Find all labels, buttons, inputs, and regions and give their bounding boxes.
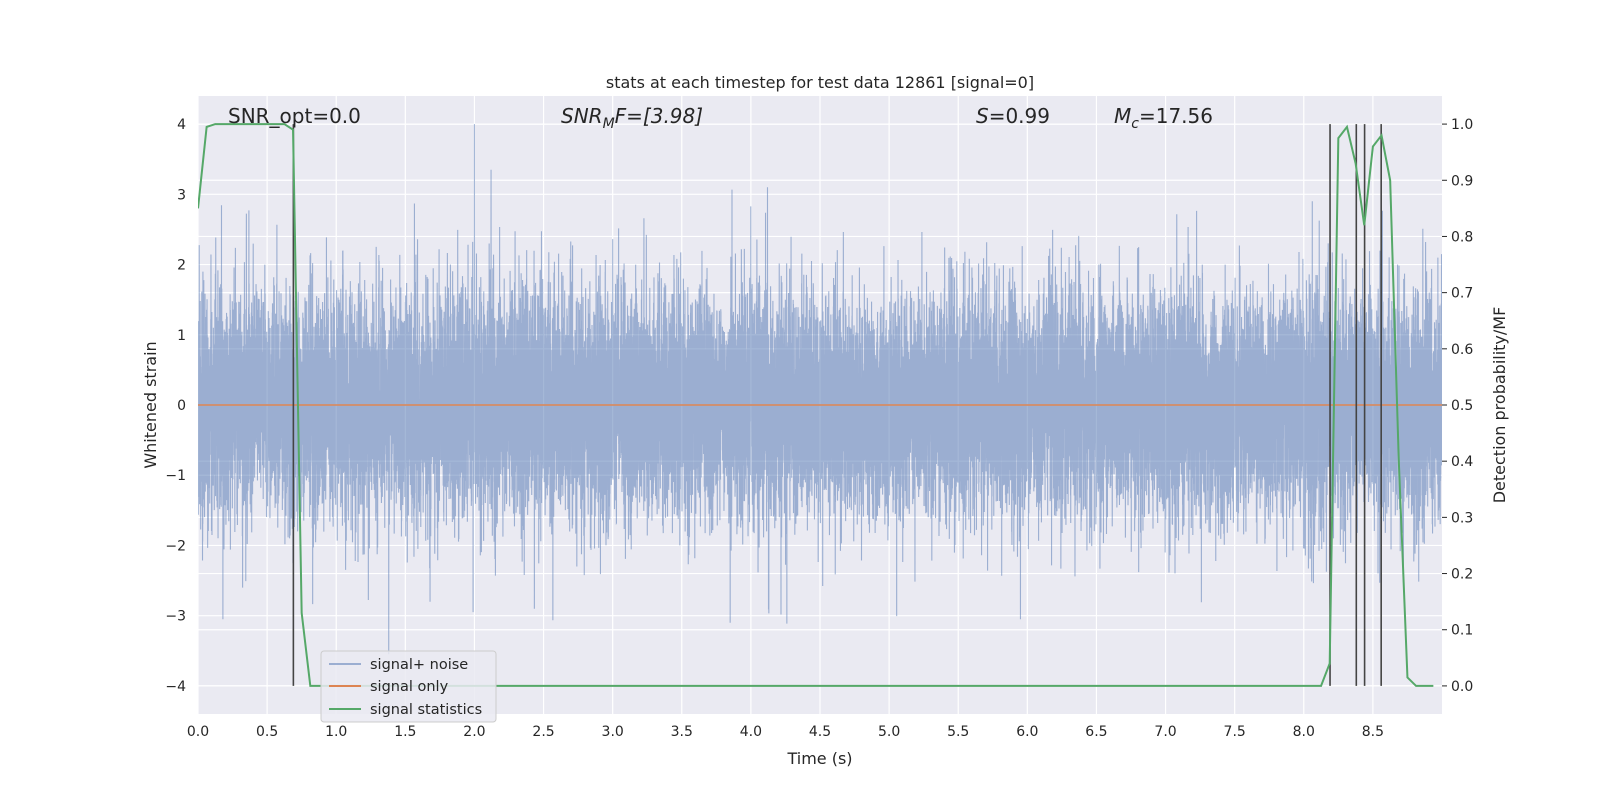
y-right-tick-label: 0.1 bbox=[1451, 623, 1473, 639]
y-left-tick-label: −2 bbox=[165, 538, 186, 554]
x-tick-label: 0.5 bbox=[256, 724, 278, 740]
y-left-tick-label: 0 bbox=[177, 398, 186, 414]
x-tick-label: 7.5 bbox=[1224, 724, 1246, 740]
x-tick-label: 6.0 bbox=[1016, 724, 1038, 740]
x-tick-label: 0.0 bbox=[187, 724, 209, 740]
s-value: =0.99 bbox=[989, 104, 1050, 128]
legend-box bbox=[320, 650, 497, 723]
x-tick-label: 1.0 bbox=[325, 724, 347, 740]
y-left-tick-label: 3 bbox=[177, 187, 186, 203]
x-tick-label: 2.5 bbox=[532, 724, 554, 740]
x-tick-label: 8.0 bbox=[1293, 724, 1315, 740]
legend-label-signal-noise: signal+ noise bbox=[370, 657, 468, 673]
annotation-snr-opt: SNR_opt=0.0 bbox=[228, 104, 361, 128]
x-tick-label: 2.0 bbox=[463, 724, 485, 740]
annotation-s: S=0.99 bbox=[976, 104, 1050, 128]
y-right-tick-label: 0.4 bbox=[1451, 454, 1473, 470]
y-left-tick-label: −4 bbox=[165, 679, 186, 695]
x-tick-label: 1.5 bbox=[394, 724, 416, 740]
ticks: 0.0 0.5 1.0 1.5 2.0 2.5 3.0 3.5 4.0 4.5 5.0 5.5 6.0 6… bbox=[165, 117, 1473, 740]
y-left-tick-label: 1 bbox=[177, 328, 186, 344]
x-tick-label: 5.5 bbox=[947, 724, 969, 740]
x-tick-label: 4.0 bbox=[740, 724, 762, 740]
series-line-signal-statistics bbox=[198, 123, 1434, 687]
legend: signal+ noise signal only signal statist… bbox=[320, 650, 497, 723]
y-right-tick-label: 0.7 bbox=[1451, 286, 1473, 302]
legend-label-signal-statistics: signal statistics bbox=[370, 702, 482, 718]
y-right-tick-label: 0.0 bbox=[1451, 679, 1473, 695]
y-right-tick-label: 0.9 bbox=[1451, 173, 1473, 189]
chart-title: stats at each timestep for test data 128… bbox=[606, 73, 1034, 92]
y-left-tick-label: −1 bbox=[165, 468, 186, 484]
s-var: S bbox=[976, 104, 989, 128]
y-right-tick-label: 0.3 bbox=[1451, 510, 1473, 526]
y-left-tick-label: 2 bbox=[177, 258, 186, 274]
mc-sub: c bbox=[1131, 116, 1139, 132]
x-axis-label: Time (s) bbox=[786, 749, 852, 768]
x-tick-label: 6.5 bbox=[1085, 724, 1107, 740]
y-right-tick-label: 1.0 bbox=[1451, 117, 1473, 133]
y-right-tick-label: 0.8 bbox=[1451, 229, 1473, 245]
y-left-tick-label: 4 bbox=[177, 117, 186, 133]
snr-mf-var: SNR bbox=[561, 104, 603, 128]
snr-mf-suffix: F=[3.98] bbox=[615, 104, 703, 128]
y-axis-label-right: Detection probability/MF bbox=[1490, 307, 1509, 504]
stat-layer bbox=[198, 123, 1434, 687]
y-right-tick-label: 0.5 bbox=[1451, 398, 1473, 414]
y-left-tick-label: −3 bbox=[165, 609, 186, 625]
mc-value: =17.56 bbox=[1139, 104, 1213, 128]
annotation-snr-mf: SNRMF=[3.98] bbox=[561, 104, 703, 132]
y-right-tick-label: 0.6 bbox=[1451, 342, 1473, 358]
mc-var: M bbox=[1114, 104, 1131, 128]
x-tick-label: 7.0 bbox=[1154, 724, 1176, 740]
x-tick-label: 4.5 bbox=[809, 724, 831, 740]
x-tick-label: 8.5 bbox=[1362, 724, 1384, 740]
legend-label-signal-only: signal only bbox=[370, 679, 449, 695]
y-right-tick-label: 0.2 bbox=[1451, 567, 1473, 583]
y-axis-label-left: Whitened strain bbox=[141, 341, 160, 468]
series-line-signal-noise bbox=[198, 124, 1442, 655]
series-layer bbox=[198, 124, 1442, 655]
x-tick-label: 3.0 bbox=[602, 724, 624, 740]
snr-mf-sub: M bbox=[603, 116, 615, 132]
annotation-mc: Mc=17.56 bbox=[1114, 104, 1213, 132]
x-tick-label: 5.0 bbox=[878, 724, 900, 740]
x-tick-label: 3.5 bbox=[671, 724, 693, 740]
